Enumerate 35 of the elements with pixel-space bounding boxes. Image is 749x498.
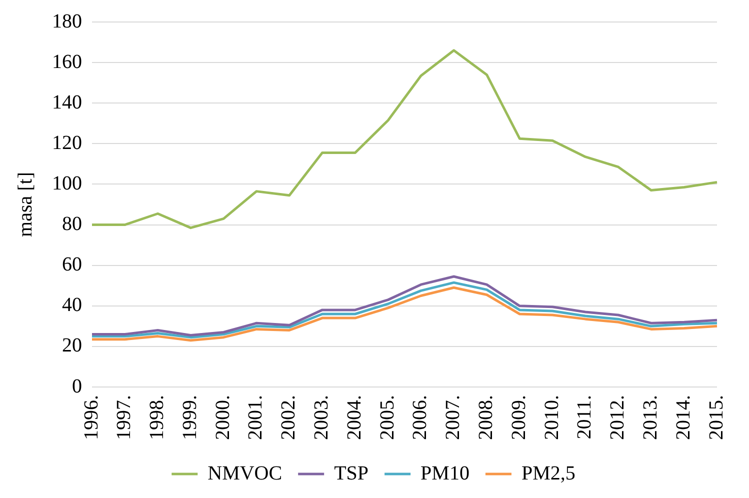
y-tick-label: 180 bbox=[52, 10, 82, 32]
x-tick-label: 2006. bbox=[409, 395, 432, 440]
x-tick-label: 1996. bbox=[80, 395, 102, 440]
legend-label: PM10 bbox=[420, 462, 470, 484]
x-tick-label: 2008. bbox=[474, 395, 497, 440]
x-tick-label: 1999. bbox=[178, 395, 201, 440]
x-tick-label: 2015. bbox=[705, 395, 728, 440]
x-tick-label: 1998. bbox=[146, 395, 168, 440]
y-tick-label: 80 bbox=[62, 213, 82, 236]
x-tick-label: 2014. bbox=[672, 395, 694, 440]
y-tick-label: 140 bbox=[52, 91, 82, 114]
x-tick-label: 2005. bbox=[376, 395, 398, 440]
legend-label: NMVOC bbox=[208, 462, 282, 484]
x-tick-label: 2000. bbox=[212, 395, 234, 440]
x-tick-label: 2004. bbox=[343, 395, 366, 440]
legend-label: TSP bbox=[334, 462, 369, 484]
y-tick-label: 120 bbox=[52, 132, 82, 154]
y-tick-label: 40 bbox=[62, 294, 82, 316]
y-tick-label: 100 bbox=[52, 172, 82, 194]
legend-label: PM2,5 bbox=[521, 462, 576, 484]
y-tick-label: 20 bbox=[62, 334, 82, 357]
x-tick-label: 2007. bbox=[442, 395, 464, 440]
x-tick-label: 2001. bbox=[244, 395, 267, 440]
x-tick-label: 2003. bbox=[310, 395, 333, 440]
x-tick-label: 2002. bbox=[278, 395, 300, 440]
x-tick-label: 2009. bbox=[508, 395, 530, 440]
x-tick-label: 2013. bbox=[639, 395, 662, 440]
x-tick-label: 1997. bbox=[113, 395, 136, 440]
y-tick-label: 0 bbox=[72, 375, 82, 398]
y-tick-label: 60 bbox=[62, 254, 82, 276]
y-tick-label: 160 bbox=[52, 50, 82, 73]
x-tick-label: 2011. bbox=[574, 395, 596, 440]
y-axis-title: masa [t] bbox=[14, 172, 36, 237]
x-tick-label: 2012. bbox=[606, 395, 629, 440]
x-tick-label: 2010. bbox=[540, 395, 563, 440]
